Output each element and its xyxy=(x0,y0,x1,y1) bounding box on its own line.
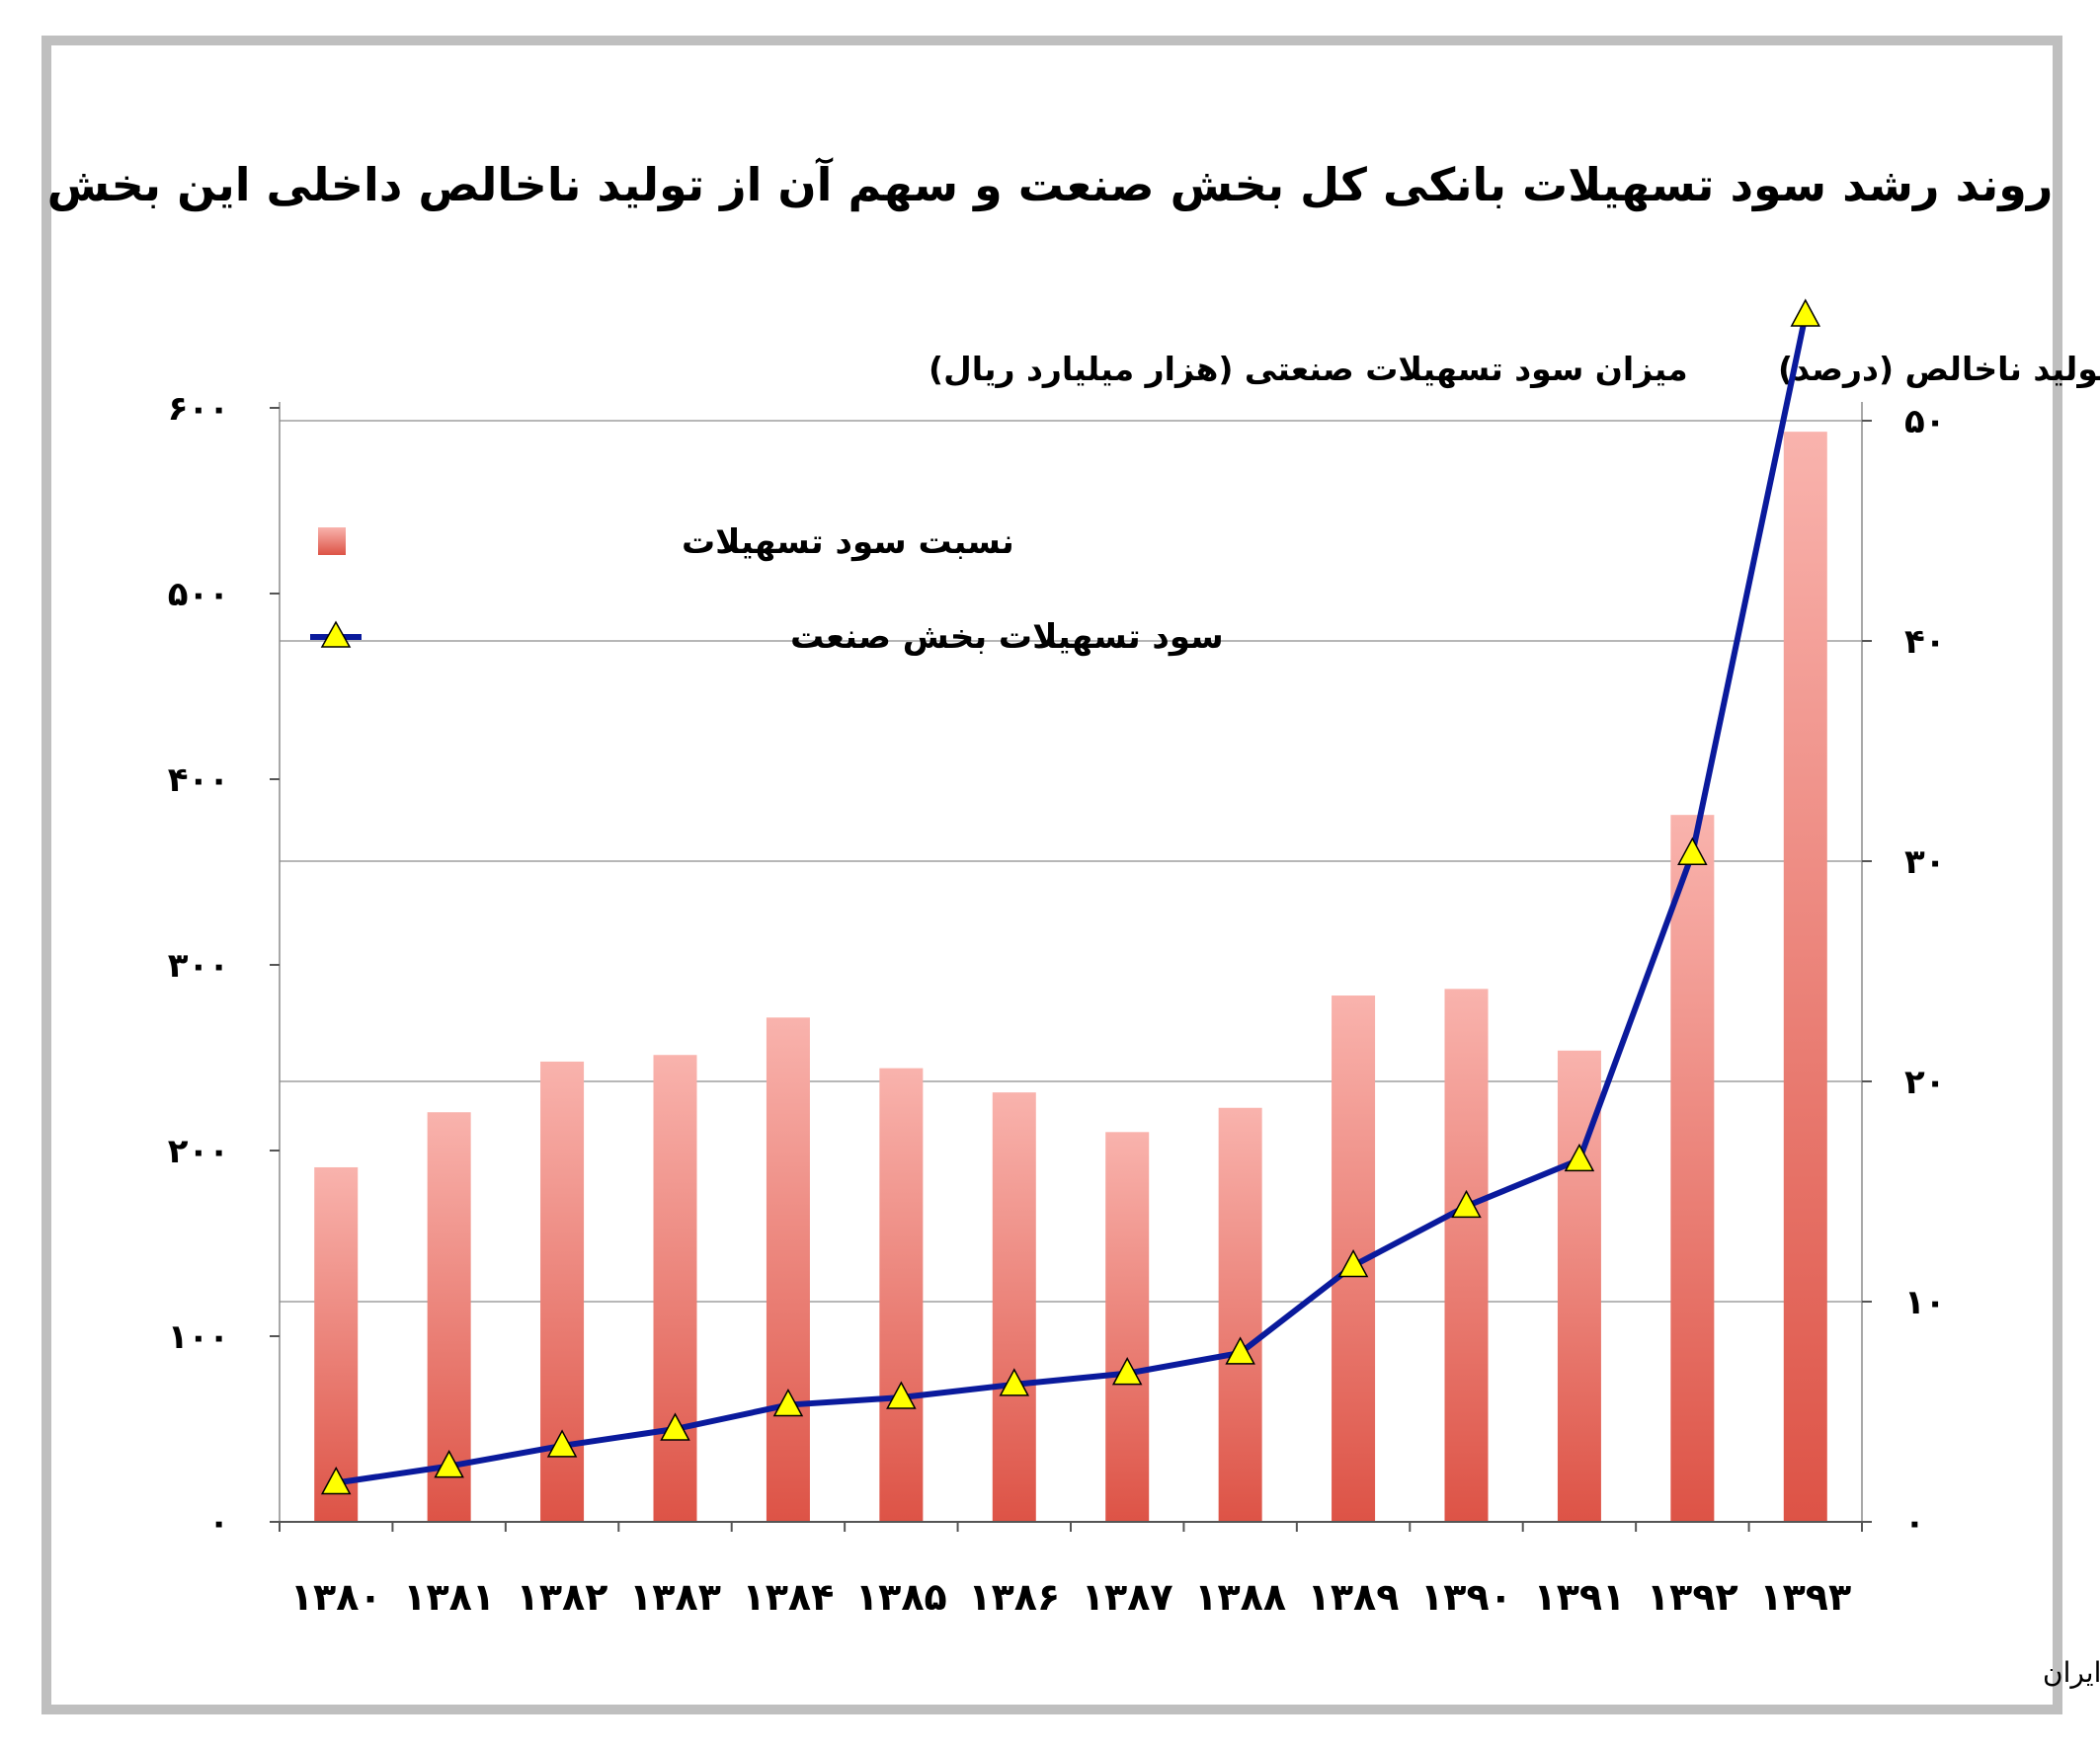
x-tick-label: ۱۳۸۷ xyxy=(1082,1575,1173,1619)
left-tick-label: ۴۰۰ xyxy=(168,760,229,800)
right-axis-title: سهم سود تسهیلات بانکی از تولید ناخالص (د… xyxy=(1778,350,2100,389)
x-tick-label: ۱۳۸۲ xyxy=(517,1575,608,1619)
left-axis-ticks: ۰ ۱۰۰ ۲۰۰ ۳۰۰ ۴۰۰ ۵۰۰ ۶۰۰ xyxy=(168,389,229,1543)
right-tick-label: ۱۰ xyxy=(1904,1283,1946,1322)
line-point xyxy=(1790,298,1821,327)
line-series xyxy=(320,298,1821,1495)
axes xyxy=(270,407,1872,1532)
bar xyxy=(1218,1107,1262,1522)
line-point xyxy=(1337,1248,1369,1278)
source-note: تحلیل و استنتاج: احسان سلطانی بر اساس دا… xyxy=(2043,1656,2100,1690)
legend-bar-label: نسبت سود تسهیلات xyxy=(682,522,1014,562)
line-point xyxy=(1225,1336,1255,1365)
chart-frame xyxy=(41,36,2062,1714)
left-tick-label: ۲۰۰ xyxy=(168,1132,229,1171)
left-tick-label: ۰ xyxy=(208,1503,229,1543)
left-tick-label: ۶۰۰ xyxy=(168,389,229,429)
bar xyxy=(766,1017,810,1522)
line-path xyxy=(335,314,1809,1486)
line-point xyxy=(1564,1143,1595,1172)
x-tick-label: ۱۳۸۰ xyxy=(290,1575,382,1619)
bar xyxy=(1105,1132,1150,1522)
bar xyxy=(1670,815,1715,1522)
legend: نسبت سود تسهیلات سود تسهیلات بخش صنعت xyxy=(310,522,1224,657)
x-tick-label: ۱۳۸۶ xyxy=(968,1575,1060,1619)
line-point xyxy=(772,1388,804,1417)
right-axis-ticks: ۰ ۱۰ ۲۰ ۳۰ ۴۰ ۵۰ xyxy=(1904,402,1946,1543)
x-tick-label: ۱۳۸۹ xyxy=(1308,1575,1400,1619)
x-tick-label: ۱۳۹۲ xyxy=(1647,1575,1738,1619)
right-tick-label: ۳۰ xyxy=(1904,842,1946,882)
x-tick-label: ۱۳۸۳ xyxy=(629,1575,721,1619)
x-tick-label: ۱۳۹۳ xyxy=(1759,1575,1851,1619)
x-tick-label: ۱۳۸۵ xyxy=(855,1575,947,1619)
bar xyxy=(1557,1050,1601,1522)
x-axis-ticks: ۱۳۸۰ ۱۳۸۱ ۱۳۸۲ ۱۳۸۳ ۱۳۸۴ ۱۳۸۵ ۱۳۸۶ ۱۳۸۷ ۱۳۸۸ ۱۳۸۹… xyxy=(290,1575,1851,1619)
right-tick-label: ۲۰ xyxy=(1904,1063,1946,1102)
x-tick-label: ۱۳۸۴ xyxy=(743,1575,835,1619)
bar xyxy=(1444,989,1489,1522)
legend-triangle-marker xyxy=(320,620,352,648)
gridlines xyxy=(279,402,1863,1523)
line-point xyxy=(999,1368,1030,1396)
bar-series xyxy=(314,432,1827,1522)
bar xyxy=(879,1068,924,1522)
left-tick-label: ۵۰۰ xyxy=(168,575,229,614)
chart-title: روند رشد سود تسهیلات بانکی کل بخش صنعت و… xyxy=(47,157,2054,211)
x-tick-label: ۱۳۹۱ xyxy=(1534,1575,1626,1619)
line-point xyxy=(546,1429,578,1458)
left-axis-title: میزان سود تسهیلات صنعتی (هزار میلیارد ری… xyxy=(929,350,1688,389)
left-tick-label: ۱۰۰ xyxy=(168,1317,229,1357)
bar xyxy=(653,1055,697,1522)
right-tick-label: ۰ xyxy=(1904,1503,1925,1543)
legend-bar-swatch xyxy=(318,527,346,555)
bar xyxy=(992,1092,1036,1522)
x-tick-label: ۱۳۹۰ xyxy=(1420,1575,1512,1619)
right-tick-label: ۵۰ xyxy=(1904,402,1946,441)
line-point xyxy=(1111,1357,1143,1386)
right-tick-label: ۴۰ xyxy=(1904,622,1946,662)
line-point xyxy=(320,1466,352,1495)
bar xyxy=(314,1166,359,1522)
line-point xyxy=(1677,836,1708,865)
line-point xyxy=(660,1412,690,1441)
line-point xyxy=(886,1381,917,1409)
bar xyxy=(1783,432,1827,1522)
legend-line-label: سود تسهیلات بخش صنعت xyxy=(790,617,1224,657)
line-point xyxy=(434,1450,464,1478)
line-point xyxy=(1451,1189,1482,1219)
x-tick-label: ۱۳۸۸ xyxy=(1194,1575,1286,1619)
left-tick-label: ۳۰۰ xyxy=(168,946,229,986)
x-tick-label: ۱۳۸۱ xyxy=(403,1575,495,1619)
